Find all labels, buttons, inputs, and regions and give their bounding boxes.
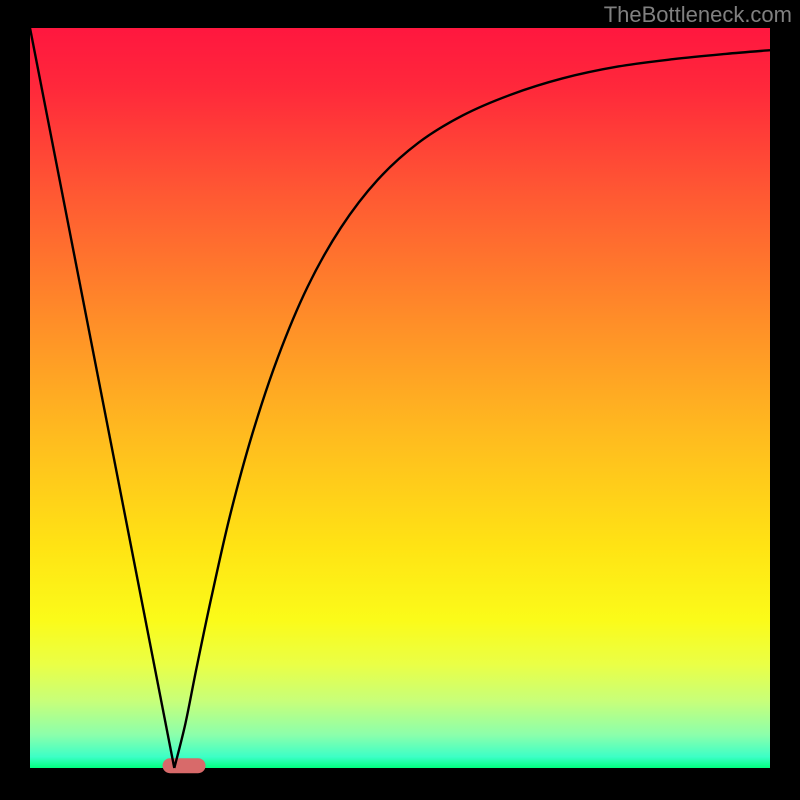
chart-container: TheBottleneck.com [0, 0, 800, 800]
plot-area [30, 28, 770, 768]
background-gradient [30, 28, 770, 768]
watermark-text: TheBottleneck.com [604, 2, 792, 28]
optimal-marker [162, 758, 205, 774]
